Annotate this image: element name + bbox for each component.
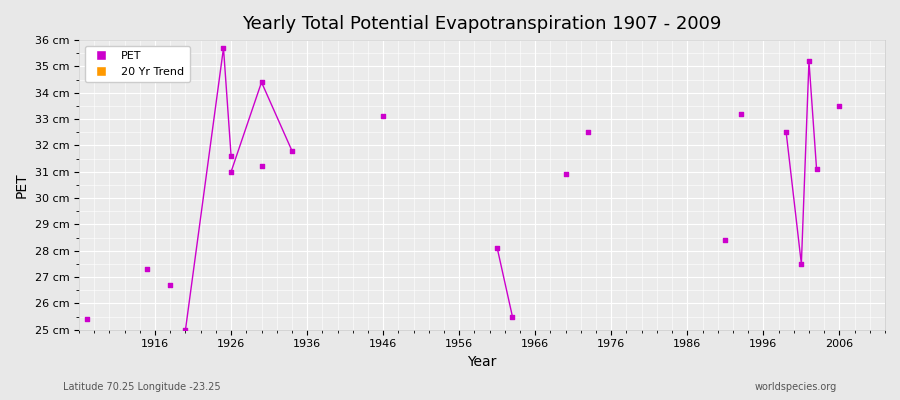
Text: worldspecies.org: worldspecies.org xyxy=(755,382,837,392)
Point xyxy=(216,45,230,51)
Point xyxy=(581,129,596,136)
Point xyxy=(284,148,299,154)
Legend: PET, 20 Yr Trend: PET, 20 Yr Trend xyxy=(85,46,190,82)
Point xyxy=(178,326,193,333)
Point xyxy=(802,58,816,64)
Point xyxy=(779,129,794,136)
Point xyxy=(559,171,573,178)
Point xyxy=(490,245,504,251)
Text: Latitude 70.25 Longitude -23.25: Latitude 70.25 Longitude -23.25 xyxy=(63,382,220,392)
Point xyxy=(224,168,238,175)
Point xyxy=(79,316,94,322)
Title: Yearly Total Potential Evapotranspiration 1907 - 2009: Yearly Total Potential Evapotranspiratio… xyxy=(242,15,722,33)
Point xyxy=(505,313,519,320)
Point xyxy=(140,266,155,272)
Point xyxy=(832,103,847,109)
Point xyxy=(255,79,269,86)
Point xyxy=(255,163,269,170)
Point xyxy=(718,237,733,244)
Y-axis label: PET: PET xyxy=(15,172,29,198)
Point xyxy=(734,111,748,117)
X-axis label: Year: Year xyxy=(467,355,497,369)
Point xyxy=(809,166,824,172)
Point xyxy=(163,282,177,288)
Point xyxy=(224,153,238,159)
Point xyxy=(794,261,808,267)
Point xyxy=(376,113,391,120)
